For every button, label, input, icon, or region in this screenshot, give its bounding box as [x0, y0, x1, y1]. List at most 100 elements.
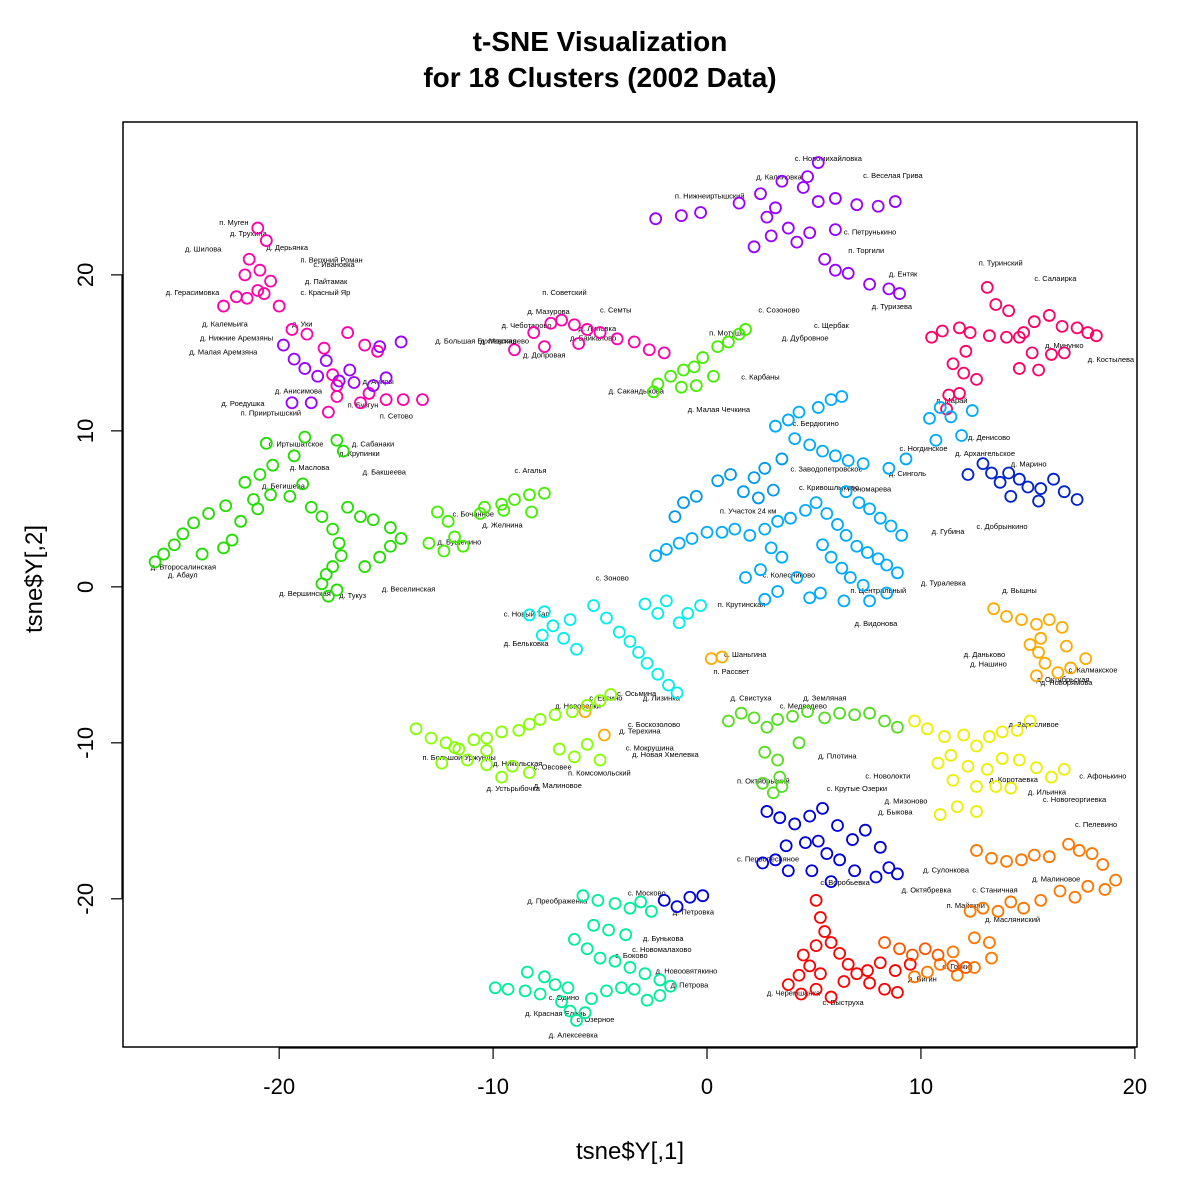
series [722, 705, 904, 800]
data-point [1098, 883, 1112, 896]
point-label: с. Кривошлыково [799, 483, 859, 492]
data-point [585, 992, 598, 1006]
data-point [938, 730, 951, 743]
data-point [593, 694, 607, 708]
data-point [781, 221, 795, 235]
plot-frame [122, 121, 1138, 1048]
data-point [970, 805, 983, 818]
data-point [816, 444, 829, 458]
point-label: д. Архангельское [955, 449, 1015, 458]
point-label: д. Преображенка [527, 896, 588, 905]
x-tick-label: -10 [477, 1074, 509, 1099]
data-point [343, 363, 357, 377]
series [908, 714, 1071, 821]
data-point [653, 989, 667, 1002]
point-label: д. Тукуз [339, 591, 367, 600]
data-point [858, 823, 872, 837]
data-point [792, 405, 806, 419]
data-point [747, 471, 761, 485]
data-point [555, 995, 568, 1009]
data-point [578, 705, 592, 719]
data-point [722, 714, 735, 728]
data-point [264, 488, 278, 502]
point-label: д. Черемшанка [767, 989, 821, 998]
data-point [769, 201, 782, 215]
data-point [1034, 631, 1048, 645]
data-point [672, 536, 686, 550]
data-point [968, 961, 981, 974]
data-point [813, 586, 827, 600]
data-point [523, 717, 536, 731]
data-point [743, 528, 757, 542]
data-point [739, 571, 752, 584]
series [668, 452, 789, 524]
data-point [580, 942, 594, 956]
data-point [923, 411, 936, 425]
data-point [1089, 329, 1103, 343]
point-label: п. Туринский [979, 259, 1023, 268]
data-point [790, 571, 804, 584]
data-point [831, 819, 844, 832]
data-point [687, 360, 701, 374]
data-point [384, 521, 397, 534]
point-label: д. Минунко [1045, 341, 1084, 350]
point-label: д. Туризева [872, 302, 913, 311]
data-point [959, 344, 973, 358]
point-label: с. Пелевино [1075, 820, 1117, 829]
point-label: д. Малая Аремзяна [189, 347, 258, 356]
data-point [861, 964, 874, 977]
point-label: д. Мизоново [885, 797, 928, 806]
data-point [835, 561, 849, 575]
data-point [1023, 714, 1037, 728]
data-point [467, 733, 481, 747]
data-point [326, 560, 340, 573]
data-point [272, 299, 286, 313]
data-point [330, 390, 344, 403]
data-point [824, 393, 838, 407]
data-point [837, 594, 851, 608]
data-point [818, 711, 832, 725]
data-point [961, 759, 975, 773]
point-label: с. Калмакское [1069, 666, 1118, 675]
data-point [882, 861, 896, 875]
data-point [758, 461, 772, 475]
point-label: д. Денисово [968, 433, 1010, 442]
data-point [728, 522, 742, 536]
point-label: д. Петровка [673, 907, 715, 916]
data-point [1042, 850, 1056, 864]
data-point [461, 753, 474, 767]
point-label: п. Нижнеиртышский [675, 191, 745, 200]
data-point [1015, 613, 1028, 626]
data-point [908, 714, 921, 728]
data-point [891, 867, 904, 881]
data-point [1030, 617, 1043, 631]
point-label: с. Первопесьяное [737, 854, 799, 863]
data-point [841, 454, 855, 467]
data-point [873, 511, 887, 525]
data-point [1085, 847, 1099, 860]
point-label: с. Озерное [577, 1015, 615, 1024]
data-point [480, 744, 494, 758]
data-point [820, 507, 834, 520]
y-axis-label: tsne$Y[,2] [21, 524, 48, 634]
data-point [758, 522, 772, 536]
data-point [437, 544, 451, 558]
data-point [775, 780, 789, 793]
data-point [379, 393, 393, 407]
data-point [833, 853, 847, 867]
point-label: с. Бердюгино [793, 419, 839, 428]
data-point [202, 507, 215, 520]
point-label: д. Герасимовка [166, 288, 220, 297]
data-point [642, 343, 656, 357]
data-point [873, 840, 887, 854]
data-point [527, 326, 541, 339]
data-point [766, 786, 780, 800]
data-point [523, 766, 536, 779]
data-point [488, 981, 502, 995]
data-point [683, 890, 697, 904]
data-point [632, 645, 645, 659]
data-point [1030, 761, 1043, 775]
point-label: д. Чеботарово [502, 321, 552, 330]
data-point [739, 323, 752, 336]
data-point [869, 870, 883, 884]
